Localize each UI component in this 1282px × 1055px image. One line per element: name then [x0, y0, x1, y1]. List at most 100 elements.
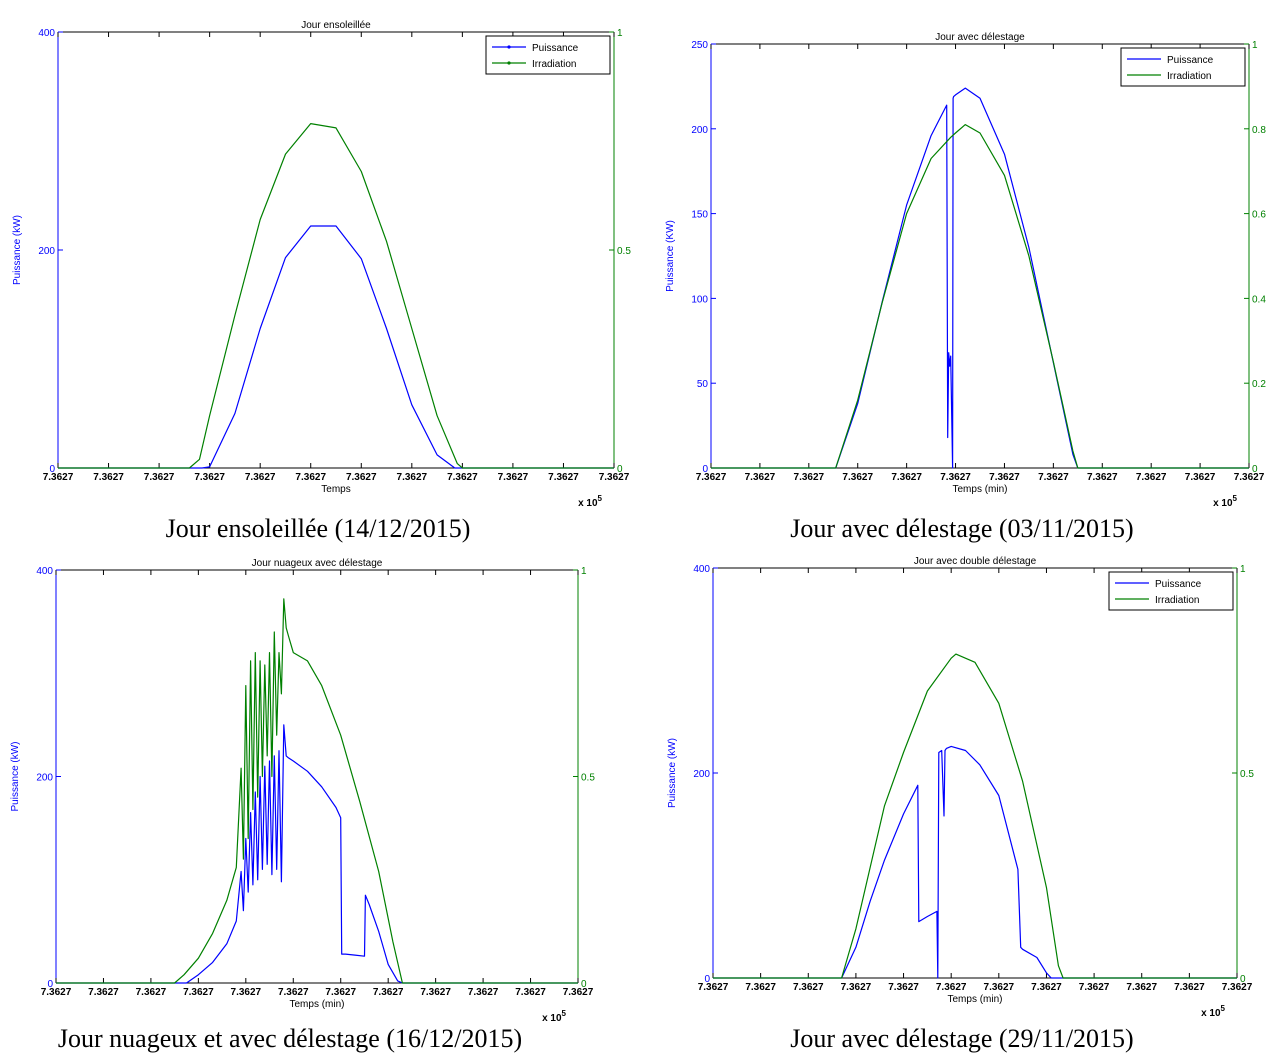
legend-entry: Puissance	[1155, 579, 1202, 590]
x-multiplier-base: x 10	[1213, 498, 1233, 509]
legend-marker	[507, 61, 511, 65]
legend: Puissance Irradiation	[1120, 47, 1246, 87]
y-left-tick-label: 0	[47, 979, 53, 990]
x-tick-label: 7.3627	[1174, 982, 1205, 993]
legend-entry: Irradiation	[532, 59, 576, 70]
y-right-tick-label: 1	[581, 566, 587, 577]
y-right-tick-label: 0.8	[1252, 125, 1266, 136]
x-tick-label: 7.3627	[888, 982, 919, 993]
legend-box	[1120, 47, 1246, 87]
y-left-tick-label: 0	[49, 464, 55, 475]
legend-entry: Puissance	[532, 43, 579, 54]
series-line-irradiation	[56, 598, 578, 984]
y-right-tick-label: 1	[617, 28, 623, 39]
y-axis-label: Puissance (kW)	[667, 738, 678, 808]
x-tick-label: 7.3627	[1136, 472, 1167, 483]
y-left-tick-label: 50	[697, 379, 709, 390]
y-right-tick-label: 1	[1252, 40, 1258, 51]
figure-caption: Jour ensoleillée (14/12/2015)	[166, 514, 471, 543]
x-tick-label: 7.3627	[936, 982, 967, 993]
y-axis-label: Puissance (kW)	[10, 741, 21, 811]
y-right-tick-label: 0	[1252, 464, 1258, 475]
x-tick-label: 7.3627	[231, 987, 262, 998]
x-tick-label: 7.3627	[144, 472, 175, 483]
x-tick-label: 7.3627	[1087, 472, 1118, 483]
chart-title: Jour nuageux avec délestage	[252, 558, 383, 569]
legend-entry: Irradiation	[1167, 71, 1211, 82]
x-tick-label: 7.3627	[842, 472, 873, 483]
legend-marker	[507, 45, 511, 49]
x-multiplier-exp: 5	[562, 1009, 567, 1018]
x-tick-label: 7.3627	[793, 982, 824, 993]
x-tick-label: 7.3627	[447, 472, 478, 483]
x-tick-label: 7.3627	[1038, 472, 1069, 483]
legend-box	[485, 35, 611, 75]
y-left-tick-label: 400	[38, 28, 55, 39]
x-tick-label: 7.3627	[1031, 982, 1062, 993]
figure-caption: Jour avec délestage (03/11/2015)	[790, 514, 1133, 543]
y-left-tick-label: 150	[691, 210, 708, 221]
y-left-tick-label: 200	[693, 769, 710, 780]
legend: Puissance Irradiation	[1108, 571, 1234, 611]
y-right-tick-label: 1	[1240, 564, 1246, 575]
x-tick-label: 7.3627	[599, 472, 630, 483]
x-tick-label: 7.3627	[420, 987, 451, 998]
x-tick-label: 7.3627	[136, 987, 167, 998]
x-multiplier-exp: 5	[1233, 494, 1238, 503]
x-tick-label: 7.3627	[1126, 982, 1157, 993]
y-right-tick-label: 0	[617, 464, 623, 475]
x-tick-label: 7.3627	[93, 472, 124, 483]
x-tick-label: 7.3627	[346, 472, 377, 483]
y-left-tick-label: 250	[691, 40, 708, 51]
x-axis-label: Temps (min)	[952, 484, 1007, 495]
y-right-tick-label: 0	[1240, 974, 1246, 985]
x-tick-label: 7.3627	[295, 472, 326, 483]
x-tick-label: 7.3627	[698, 982, 729, 993]
x-axis-label: Temps (min)	[289, 999, 344, 1010]
x-multiplier-base: x 10	[578, 498, 598, 509]
x-tick-label: 7.3627	[515, 987, 546, 998]
y-right-tick-label: 0	[581, 979, 587, 990]
y-axis-label: Puissance (KW)	[665, 220, 676, 292]
x-tick-label: 7.3627	[41, 987, 72, 998]
x-tick-label: 7.3627	[548, 472, 579, 483]
x-tick-label: 7.3627	[88, 987, 119, 998]
chart-panel-2: Jour avec délestage 7.3627 7.3627 7.3627 7.3…	[665, 32, 1266, 509]
chart-title: Jour avec délestage	[935, 32, 1025, 43]
x-tick-label: 7.3627	[1185, 472, 1216, 483]
x-tick-label: 7.3627	[984, 982, 1015, 993]
chart-panel-1: Jour ensoleillée 7.3627 7.3627 7.3627 7.3627…	[12, 20, 631, 509]
y-left-tick-label: 0	[704, 974, 710, 985]
y-right-tick-label: 0.2	[1252, 379, 1266, 390]
x-tick-label: 7.3627	[498, 472, 529, 483]
chart-panel-4: Jour avec double délestage 7.3627 7.3627 7.…	[667, 556, 1254, 1019]
x-multiplier-exp: 5	[1221, 1004, 1226, 1013]
x-tick-label: 7.3627	[245, 472, 276, 483]
x-tick-label: 7.3627	[1222, 982, 1253, 993]
x-tick-label: 7.3627	[989, 472, 1020, 483]
x-tick-label: 7.3627	[325, 987, 356, 998]
x-tick-label: 7.3627	[1079, 982, 1110, 993]
x-tick-label: 7.3627	[468, 987, 499, 998]
legend-box	[1108, 571, 1234, 611]
x-tick-label: 7.3627	[794, 472, 825, 483]
legend-entry: Puissance	[1167, 55, 1214, 66]
figure-caption: Jour nuageux et avec délestage (16/12/20…	[58, 1024, 522, 1053]
x-tick-label: 7.3627	[940, 472, 971, 483]
x-tick-label: 7.3627	[194, 472, 225, 483]
x-tick-label: 7.3627	[745, 982, 776, 993]
series-line-puissance	[58, 225, 614, 469]
y-right-tick-label: 0.6	[1252, 210, 1266, 221]
x-tick-label: 7.3627	[397, 472, 428, 483]
series-line-puissance	[713, 745, 1237, 979]
x-axis-multiplier: x 105	[542, 1009, 566, 1024]
x-multiplier-base: x 10	[1201, 1008, 1221, 1019]
y-left-tick-label: 200	[691, 125, 708, 136]
x-axis-multiplier: x 105	[1213, 494, 1237, 509]
y-left-tick-label: 100	[691, 294, 708, 305]
x-tick-label: 7.3627	[841, 982, 872, 993]
series-line-puissance	[711, 87, 1249, 469]
legend-entry: Irradiation	[1155, 595, 1199, 606]
x-tick-label: 7.3627	[745, 472, 776, 483]
